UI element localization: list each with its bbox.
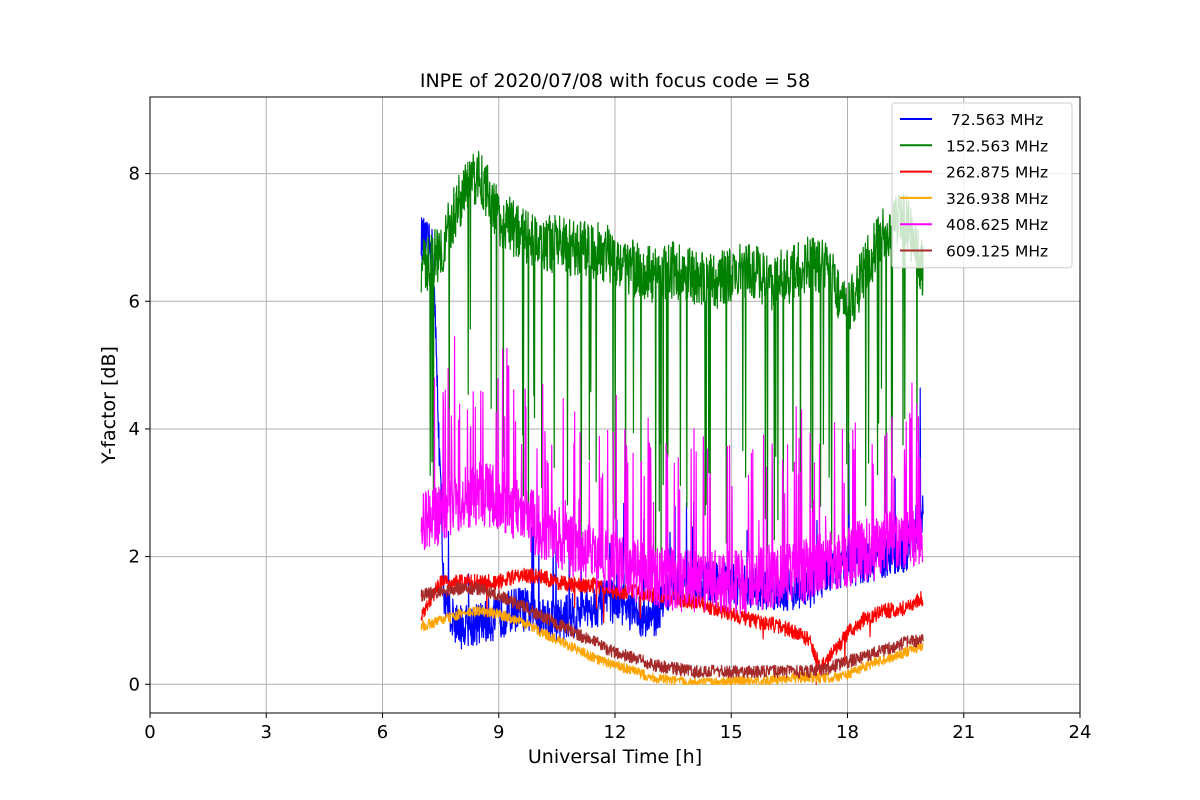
x-tick-label: 0 — [144, 722, 155, 743]
y-tick-label: 4 — [129, 419, 140, 440]
legend-label: 72.563 MHz — [946, 111, 1043, 129]
chart-title: INPE of 2020/07/08 with focus code = 58 — [420, 70, 810, 92]
y-tick-label: 8 — [129, 164, 140, 185]
x-axis-label: Universal Time [h] — [528, 746, 702, 768]
legend-label: 326.938 MHz — [946, 190, 1048, 208]
series-layer — [420, 150, 924, 685]
x-tick-label: 18 — [836, 722, 859, 743]
series-line-3 — [420, 605, 924, 685]
x-tick-label: 15 — [720, 722, 743, 743]
legend-box — [891, 102, 1073, 269]
series-line-5 — [420, 581, 924, 679]
x-tick-label: 6 — [377, 722, 388, 743]
y-tick-label: 2 — [129, 547, 140, 568]
x-tick-label: 3 — [261, 722, 272, 743]
legend: 72.563 MHz 152.563 MHz 262.875 MHz 326.938 … — [891, 102, 1073, 269]
x-tick-label: 24 — [1069, 722, 1092, 743]
x-tick-label: 21 — [952, 722, 975, 743]
legend-label: 609.125 MHz — [946, 243, 1048, 261]
series-line-1 — [420, 150, 924, 569]
series-line-4 — [420, 336, 924, 615]
legend-label: 152.563 MHz — [946, 137, 1048, 155]
x-tick-label: 9 — [493, 722, 504, 743]
x-tick-label: 12 — [604, 722, 627, 743]
legend-label: 408.625 MHz — [946, 216, 1048, 234]
y-tick-label: 0 — [129, 674, 140, 695]
y-tick-label: 6 — [129, 291, 140, 312]
legend-label: 262.875 MHz — [946, 164, 1048, 182]
y-axis-label: Y-factor [dB] — [98, 346, 120, 465]
